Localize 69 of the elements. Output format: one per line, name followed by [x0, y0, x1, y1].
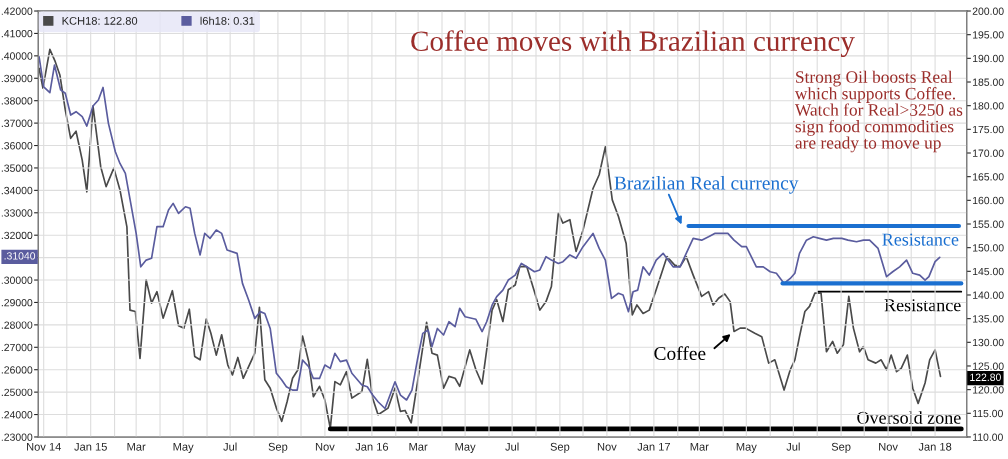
x-tick-label: Jul: [223, 442, 237, 451]
y-tick-label: .34000: [1, 186, 33, 195]
y-tick-label: .30000: [1, 276, 33, 284]
y2-tick-label: 165.00: [973, 173, 1004, 181]
y2-tick-label: 190.00: [973, 54, 1004, 63]
y-tick-label: .28000: [1, 321, 33, 329]
y-tick-label: .27000: [1, 343, 33, 352]
y-tick-label: .38000: [1, 97, 33, 105]
y2-tick-label: 125.00: [973, 362, 1004, 370]
y-tick-label: .23000: [1, 433, 33, 441]
x-tick-label: May: [173, 442, 194, 453]
x-tick-label: Jan 17: [637, 442, 670, 451]
y2-tick-label: 135.00: [973, 315, 1004, 323]
series-label: Resistance: [882, 233, 959, 246]
y-tick-label: .39000: [1, 74, 33, 83]
y-tick-label: .33000: [1, 209, 33, 217]
y2-tick-label: 180.00: [973, 102, 1004, 110]
y2-tick-label: 130.00: [973, 338, 1004, 347]
annotation: Coffee: [654, 346, 706, 361]
x-tick-label: Jan 18: [918, 442, 952, 451]
x-tick-label: Jul: [786, 442, 800, 451]
y-tick-label: .32000: [1, 231, 33, 240]
y-tick-label: .25000: [1, 388, 33, 397]
x-tick-label: Sep: [831, 442, 851, 453]
x-tick-label: Nov: [597, 442, 617, 451]
x-tick-label: Mar: [690, 442, 709, 451]
y2-tick-label: 115.00: [973, 409, 1003, 418]
text: .31040: [4, 252, 36, 260]
y2-tick-label: 155.00: [973, 220, 1004, 228]
x-tick-label: Mar: [409, 442, 428, 451]
y2-tick-label: 145.00: [973, 267, 1004, 276]
annotation: Strong Oil boosts Real which supports Coffee. Watch for Real>3250 as sign food commodities are ready to move up: [794, 70, 963, 153]
text: 122.80: [970, 373, 1001, 381]
x-tick-label: Nov 14: [27, 442, 61, 451]
y2-tick-label: 185.00: [973, 78, 1004, 86]
y2-tick-label: 200.00: [972, 7, 1004, 15]
annotation: Brazilian Real currency: [614, 175, 799, 194]
y-tick-label: .40000: [1, 52, 33, 60]
y2-tick-label: 140.00: [973, 291, 1004, 299]
x-tick-label: Nov: [315, 442, 335, 451]
x-tick-label: May: [455, 442, 476, 453]
x-tick-label: Sep: [268, 442, 288, 453]
series-label: Resistance: [884, 299, 961, 312]
y-tick-label: .37000: [1, 119, 33, 127]
series-label: Oversold zone: [857, 411, 961, 424]
legend-label: KCH18: 122.80: [62, 16, 138, 25]
y2-tick-label: 160.00: [973, 196, 1004, 205]
x-tick-label: Jan 15: [74, 442, 107, 451]
y2-tick-label: 120.00: [973, 386, 1004, 394]
y-tick-label: .29000: [1, 298, 33, 307]
x-tick-label: Sep: [550, 442, 570, 453]
y2-tick-label: 195.00: [973, 31, 1004, 39]
x-tick-label: Jul: [505, 442, 519, 451]
y2-tick-label: 170.00: [973, 149, 1004, 157]
x-tick-label: May: [736, 442, 757, 453]
text: Coffee moves with Brazilian currency: [411, 30, 855, 58]
y-tick-label: .36000: [1, 142, 33, 150]
y-tick-label: .26000: [1, 366, 33, 374]
y2-tick-label: 175.00: [973, 125, 1004, 134]
y-tick-label: .41000: [1, 29, 33, 38]
y-tick-label: .35000: [1, 164, 33, 172]
y-tick-label: .42000: [1, 7, 33, 15]
y2-tick-label: 150.00: [973, 244, 1004, 252]
x-tick-label: Jan 16: [355, 442, 389, 451]
x-tick-label: Mar: [127, 442, 146, 451]
y-tick-label: .24000: [1, 411, 33, 419]
x-tick-label: Nov: [879, 442, 898, 451]
legend-label: l6h18: 0.31: [200, 16, 255, 25]
y2-tick-label: 110.00: [973, 433, 1003, 441]
